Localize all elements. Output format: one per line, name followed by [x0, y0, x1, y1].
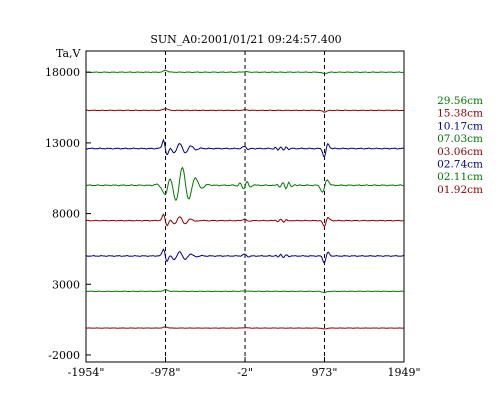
- y-tick-label: 3000: [52, 278, 80, 291]
- x-axis: -1954" -978" -2" 973" 1949": [68, 357, 421, 379]
- series-line: [85, 69, 405, 75]
- series-line: [85, 326, 404, 330]
- series-line: [85, 289, 405, 294]
- legend-entry: 10.17cm: [437, 120, 483, 132]
- x-tick-label: -2": [237, 366, 253, 379]
- reference-lines: [165, 51, 325, 362]
- legend-entry: 07.03cm: [437, 133, 483, 145]
- y-tick-label: 18000: [45, 66, 80, 79]
- legend-entry: 29.56cm: [437, 95, 483, 107]
- series-line: [85, 138, 405, 158]
- y-axis-label: Ta,V: [56, 47, 82, 60]
- series-line: [85, 107, 405, 113]
- x-tick-label: 1949": [387, 366, 420, 379]
- legend: 29.56cm15.38cm10.17cm07.03cm03.06cm02.74…: [437, 95, 483, 196]
- series-line: [85, 248, 404, 264]
- y-tick-label: -2000: [48, 349, 80, 362]
- x-tick-label: -1954": [68, 366, 105, 379]
- y-tick-label: 8000: [52, 208, 80, 221]
- y-tick-label: 13000: [45, 137, 80, 150]
- series-line: [85, 166, 405, 201]
- legend-entry: 01.92cm: [437, 184, 483, 196]
- legend-entry: 03.06cm: [437, 146, 483, 158]
- legend-entry: 02.11cm: [437, 171, 483, 183]
- series-line: [85, 213, 405, 228]
- x-tick-label: 973": [311, 366, 337, 379]
- y-axis: 18000 13000 8000 3000 -2000: [45, 66, 91, 362]
- chart-title: SUN_A0:2001/01/21 09:24:57.400: [150, 33, 341, 46]
- x-tick-label: -978": [151, 366, 181, 379]
- legend-entry: 15.38cm: [437, 108, 483, 120]
- legend-entry: 02.74cm: [437, 159, 483, 171]
- series-group: [85, 69, 405, 330]
